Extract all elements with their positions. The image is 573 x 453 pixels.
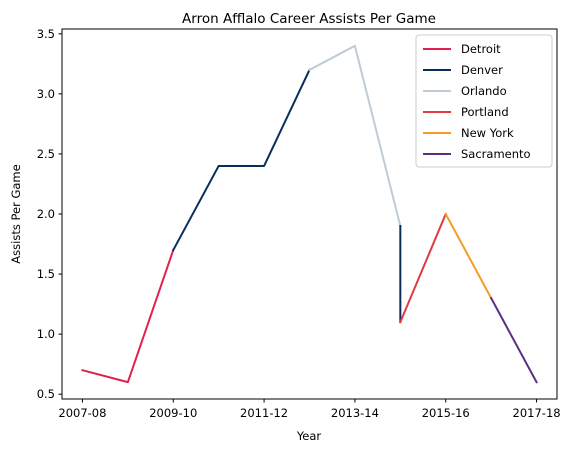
legend-label-sacramento: Sacramento	[461, 147, 531, 161]
series-line-orlando-2	[308, 44, 402, 228]
y-tick-label: 3.5	[37, 27, 55, 41]
x-tick-label: 2009-10	[149, 406, 197, 420]
y-axis: 0.5 1.0 1.5 2.0 2.5 3.0 3.5	[37, 27, 62, 401]
series-layer	[81, 44, 538, 384]
y-tick-label: 1.5	[37, 267, 55, 281]
y-tick-label: 3.0	[37, 87, 55, 101]
series-line-sacramento-6	[489, 296, 538, 384]
x-axis-label: Year	[296, 429, 322, 443]
x-tick-label: 2017-18	[513, 406, 561, 420]
x-tick-label: 2015-16	[422, 406, 470, 420]
y-axis-label: Assists Per Game	[9, 164, 23, 263]
x-tick-label: 2013-14	[331, 406, 379, 420]
x-tick-label: 2011-12	[240, 406, 288, 420]
legend: Detroit Denver Orlando Portland New York Sacr…	[415, 34, 553, 168]
x-tick-label: 2007-08	[58, 406, 106, 420]
legend-label-portland: Portland	[461, 105, 509, 119]
legend-label-detroit: Detroit	[461, 42, 501, 56]
series-line-new-york-5	[444, 212, 493, 300]
series-line-detroit-0	[81, 248, 175, 384]
legend-label-orlando: Orlando	[461, 84, 507, 98]
x-axis: 2007-08 2009-10 2011-12 2013-14 2015-16 2017-…	[58, 399, 561, 420]
y-tick-label: 0.5	[37, 387, 55, 401]
series-line-portland-4	[399, 212, 448, 324]
y-tick-label: 1.0	[37, 327, 55, 341]
legend-label-new-york: New York	[461, 126, 514, 140]
y-tick-label: 2.5	[37, 147, 55, 161]
chart-title: Arron Afflalo Career Assists Per Game	[182, 11, 436, 27]
series-line-denver-1	[171, 68, 311, 252]
legend-label-denver: Denver	[461, 63, 503, 77]
y-tick-label: 2.0	[37, 207, 55, 221]
